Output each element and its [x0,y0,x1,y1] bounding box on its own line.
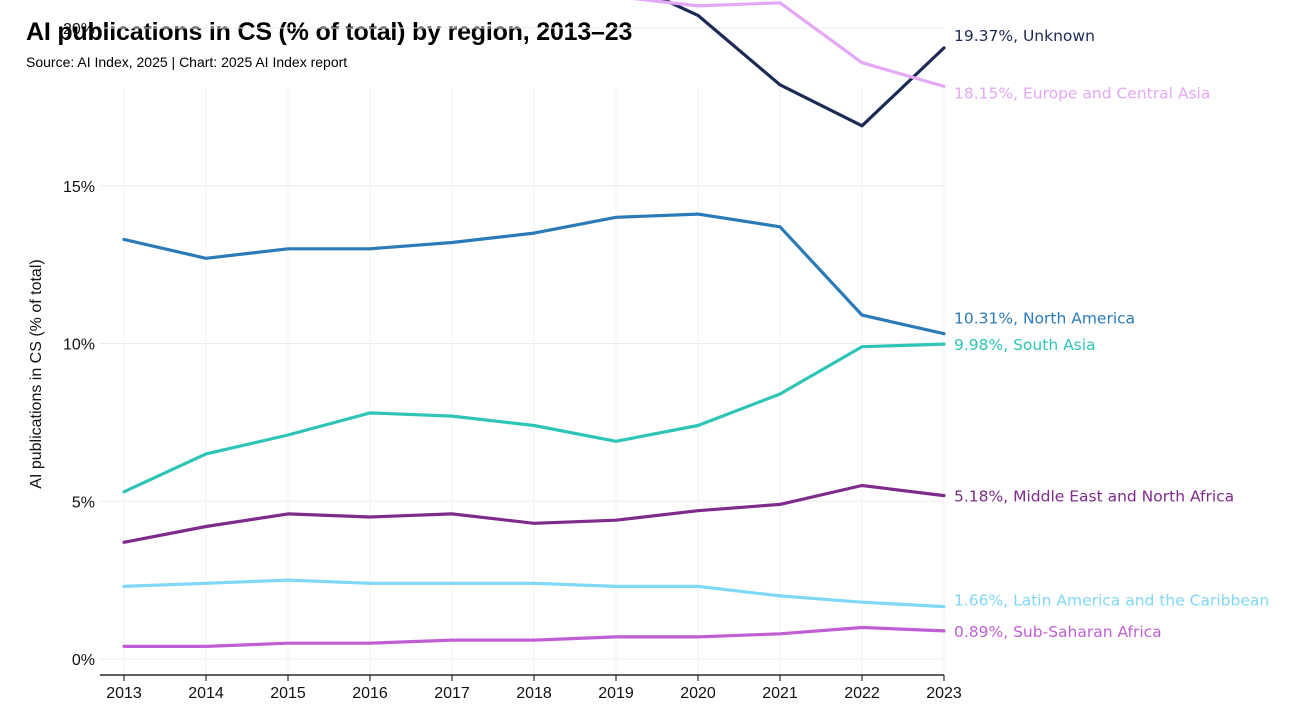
y-tick-label: 15% [63,179,95,196]
x-tick-label: 2016 [352,685,388,702]
y-tick-label: 0% [72,652,95,669]
x-tick-label: 2019 [598,685,634,702]
x-tick-label: 2020 [680,685,716,702]
x-tick-label: 2018 [516,685,552,702]
series-line-sub-saharan-africa [122,625,946,649]
chart-subtitle: Source: AI Index, 2025 | Chart: 2025 AI … [26,54,348,70]
end-label-sub-saharan-africa: 0.89%, Sub-Saharan Africa [954,623,1162,641]
series-line-south-asia [122,342,946,494]
series-line-unknown [660,0,946,128]
end-label-europe-and-central-asia: 18.15%, Europe and Central Asia [954,84,1210,102]
x-tick-label: 2017 [434,685,470,702]
end-label-latin-america-and-the-caribbean: 1.66%, Latin America and the Caribbean [954,592,1269,610]
y-tick-label: 20% [63,21,95,38]
chart-title: AI publications in CS (% of total) by re… [26,18,633,46]
y-tick-label: 5% [72,494,95,511]
x-tick-label: 2023 [926,685,962,702]
x-tick-label: 2013 [106,685,142,702]
y-axis-ticks: 0%5%10%15%20%25%30%35% [63,21,95,669]
end-label-north-america: 10.31%, North America [954,310,1135,328]
series-line-north-america [122,212,946,336]
x-tick-label: 2014 [188,685,224,702]
series-line-europe-and-central-asia [633,0,946,89]
series-line-middle-east-and-north-africa [122,483,946,544]
gridlines [100,27,945,675]
y-tick-label: 10% [63,337,95,354]
series-lines [122,0,946,649]
series-end-labels: 34.46%, East Asia and Pacific19.37%, Unk… [954,27,1269,641]
x-tick-label: 2021 [762,685,798,702]
x-tick-label: 2015 [270,685,306,702]
x-tick-label: 2022 [844,685,880,702]
end-label-unknown: 19.37%, Unknown [954,27,1095,45]
series-line-latin-america-and-the-caribbean [122,578,946,609]
end-label-south-asia: 9.98%, South Asia [954,336,1096,354]
y-axis-label: AI publications in CS (% of total) [28,259,45,488]
end-label-middle-east-and-north-africa: 5.18%, Middle East and North Africa [954,488,1234,506]
x-axis-ticks: 2013 2014 2015 2016 2017 2018 2019 2020 2021 2022… [106,675,962,702]
